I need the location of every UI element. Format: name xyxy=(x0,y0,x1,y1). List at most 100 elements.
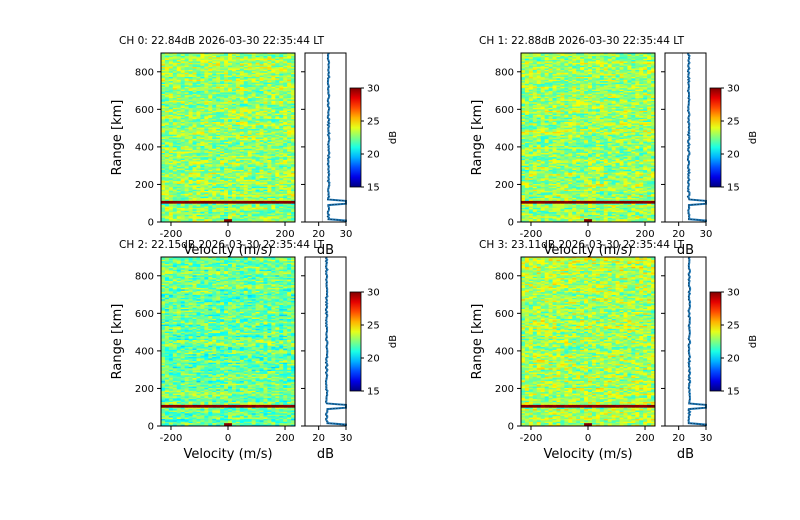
colorbar-tick-label: 25 xyxy=(367,117,380,128)
y-tick-label: 0 xyxy=(148,218,154,229)
y-tick-label: 400 xyxy=(135,346,154,357)
profile-line xyxy=(687,256,707,426)
profile-x-tick-label: 30 xyxy=(700,229,713,240)
colorbar-tick-label: 20 xyxy=(367,354,380,365)
y-tick-label: 200 xyxy=(135,180,154,191)
profile-line xyxy=(686,52,707,222)
colorbar-label: dB xyxy=(388,131,399,144)
x-tick-label: -200 xyxy=(160,229,183,240)
profile-x-axis-label: dB xyxy=(677,243,694,258)
profile-noise-line xyxy=(687,52,706,222)
colorbar-tick-label: 30 xyxy=(367,84,380,95)
colorbar-label: dB xyxy=(388,335,399,348)
profile-line xyxy=(324,256,347,426)
x-tick-label: 0 xyxy=(585,229,591,240)
x-tick-label: -200 xyxy=(520,433,543,444)
colorbar xyxy=(709,291,722,392)
x-tick-label: -200 xyxy=(160,433,183,444)
colorbar-tick-label: 30 xyxy=(367,288,380,299)
y-tick-label: 400 xyxy=(495,346,514,357)
y-axis-label: Range [km] xyxy=(110,304,125,380)
panel-ch0: -200 0 200 0 200 400 600 800 Velocity (m/s) Range… xyxy=(110,35,399,258)
y-tick-label: 0 xyxy=(508,422,514,433)
profile-background xyxy=(305,53,346,222)
colorbar-tick-label: 15 xyxy=(727,387,740,398)
profile-x-tick-label: 20 xyxy=(312,433,325,444)
profile-x-tick-label: 30 xyxy=(700,433,713,444)
y-tick-label: 800 xyxy=(135,271,154,282)
heatmap-ch2 xyxy=(161,257,296,427)
x-tick-label: 0 xyxy=(585,433,591,444)
y-tick-label: 400 xyxy=(495,142,514,153)
profile-x-tick-label: 20 xyxy=(312,229,325,240)
colorbar-label: dB xyxy=(748,131,759,144)
profile-frame xyxy=(304,256,347,427)
colorbar-tick-label: 15 xyxy=(727,183,740,194)
profile-x-tick-label: 30 xyxy=(340,229,353,240)
panel-title: CH 0: 22.84dB 2026-03-30 22:35:44 LT xyxy=(119,35,325,47)
y-tick-label: 0 xyxy=(148,422,154,433)
x-tick-label: -200 xyxy=(520,229,543,240)
panel-ch3: -200 0 200 0 200 400 600 800 Velocity (m/s) Range… xyxy=(470,239,759,462)
y-tick-label: 800 xyxy=(495,271,514,282)
y-axis-label: Range [km] xyxy=(110,100,125,176)
profile-background xyxy=(305,257,346,426)
x-axis-label: Velocity (m/s) xyxy=(543,243,632,258)
colorbar xyxy=(349,87,362,188)
profile-line xyxy=(326,52,347,222)
colorbar-tick-label: 30 xyxy=(727,288,740,299)
colorbar xyxy=(709,87,722,188)
colorbar-tick-label: 15 xyxy=(367,183,380,194)
profile-noise-line xyxy=(325,256,346,426)
profile-noise-line xyxy=(326,52,346,222)
x-tick-label: 200 xyxy=(275,229,294,240)
y-tick-label: 600 xyxy=(135,309,154,320)
profile-x-axis-label: dB xyxy=(677,447,694,462)
colorbar-label: dB xyxy=(748,335,759,348)
colorbar-tick-label: 20 xyxy=(367,150,380,161)
x-axis-label: Velocity (m/s) xyxy=(183,243,272,258)
profile-x-tick-label: 20 xyxy=(672,433,685,444)
y-tick-label: 400 xyxy=(135,142,154,153)
panel-title: CH 1: 22.88dB 2026-03-30 22:35:44 LT xyxy=(479,35,685,47)
panel-title: CH 2: 22.15dB 2026-03-30 22:35:44 LT xyxy=(119,239,325,251)
colorbar-tick-label: 30 xyxy=(727,84,740,95)
profile-frame xyxy=(664,256,707,427)
y-tick-label: 800 xyxy=(495,67,514,78)
y-axis-label: Range [km] xyxy=(470,304,485,380)
panel-title: CH 3: 23.11dB 2026-03-30 22:35:44 LT xyxy=(479,239,685,251)
profile-background xyxy=(665,53,706,222)
x-tick-label: 200 xyxy=(635,433,654,444)
y-tick-label: 600 xyxy=(135,105,154,116)
colorbar xyxy=(349,291,362,392)
colorbar-tick-label: 25 xyxy=(367,321,380,332)
y-tick-label: 600 xyxy=(495,105,514,116)
colorbar-tick-label: 20 xyxy=(727,150,740,161)
y-tick-label: 200 xyxy=(495,384,514,395)
y-tick-label: 0 xyxy=(508,218,514,229)
profile-noise-line xyxy=(687,256,706,426)
y-axis-label: Range [km] xyxy=(470,100,485,176)
heatmap-ch1 xyxy=(521,53,656,223)
heatmap-ch0 xyxy=(161,53,296,223)
x-axis-label: Velocity (m/s) xyxy=(183,447,272,462)
x-axis-label: Velocity (m/s) xyxy=(543,447,632,462)
profile-x-tick-label: 30 xyxy=(340,433,353,444)
x-tick-label: 200 xyxy=(635,229,654,240)
y-tick-label: 200 xyxy=(135,384,154,395)
profile-x-axis-label: dB xyxy=(317,243,334,258)
colorbar-tick-label: 25 xyxy=(727,321,740,332)
x-tick-label: 200 xyxy=(275,433,294,444)
colorbar-tick-label: 25 xyxy=(727,117,740,128)
profile-background xyxy=(665,257,706,426)
profile-frame xyxy=(304,52,347,223)
colorbar-tick-label: 20 xyxy=(727,354,740,365)
colorbar-tick-label: 15 xyxy=(367,387,380,398)
panel-ch2: -200 0 200 0 200 400 600 800 Velocity (m/s) Range… xyxy=(110,239,399,462)
y-tick-label: 600 xyxy=(495,309,514,320)
y-tick-label: 800 xyxy=(135,67,154,78)
y-tick-label: 200 xyxy=(495,180,514,191)
profile-frame xyxy=(664,52,707,223)
x-tick-label: 0 xyxy=(225,229,231,240)
